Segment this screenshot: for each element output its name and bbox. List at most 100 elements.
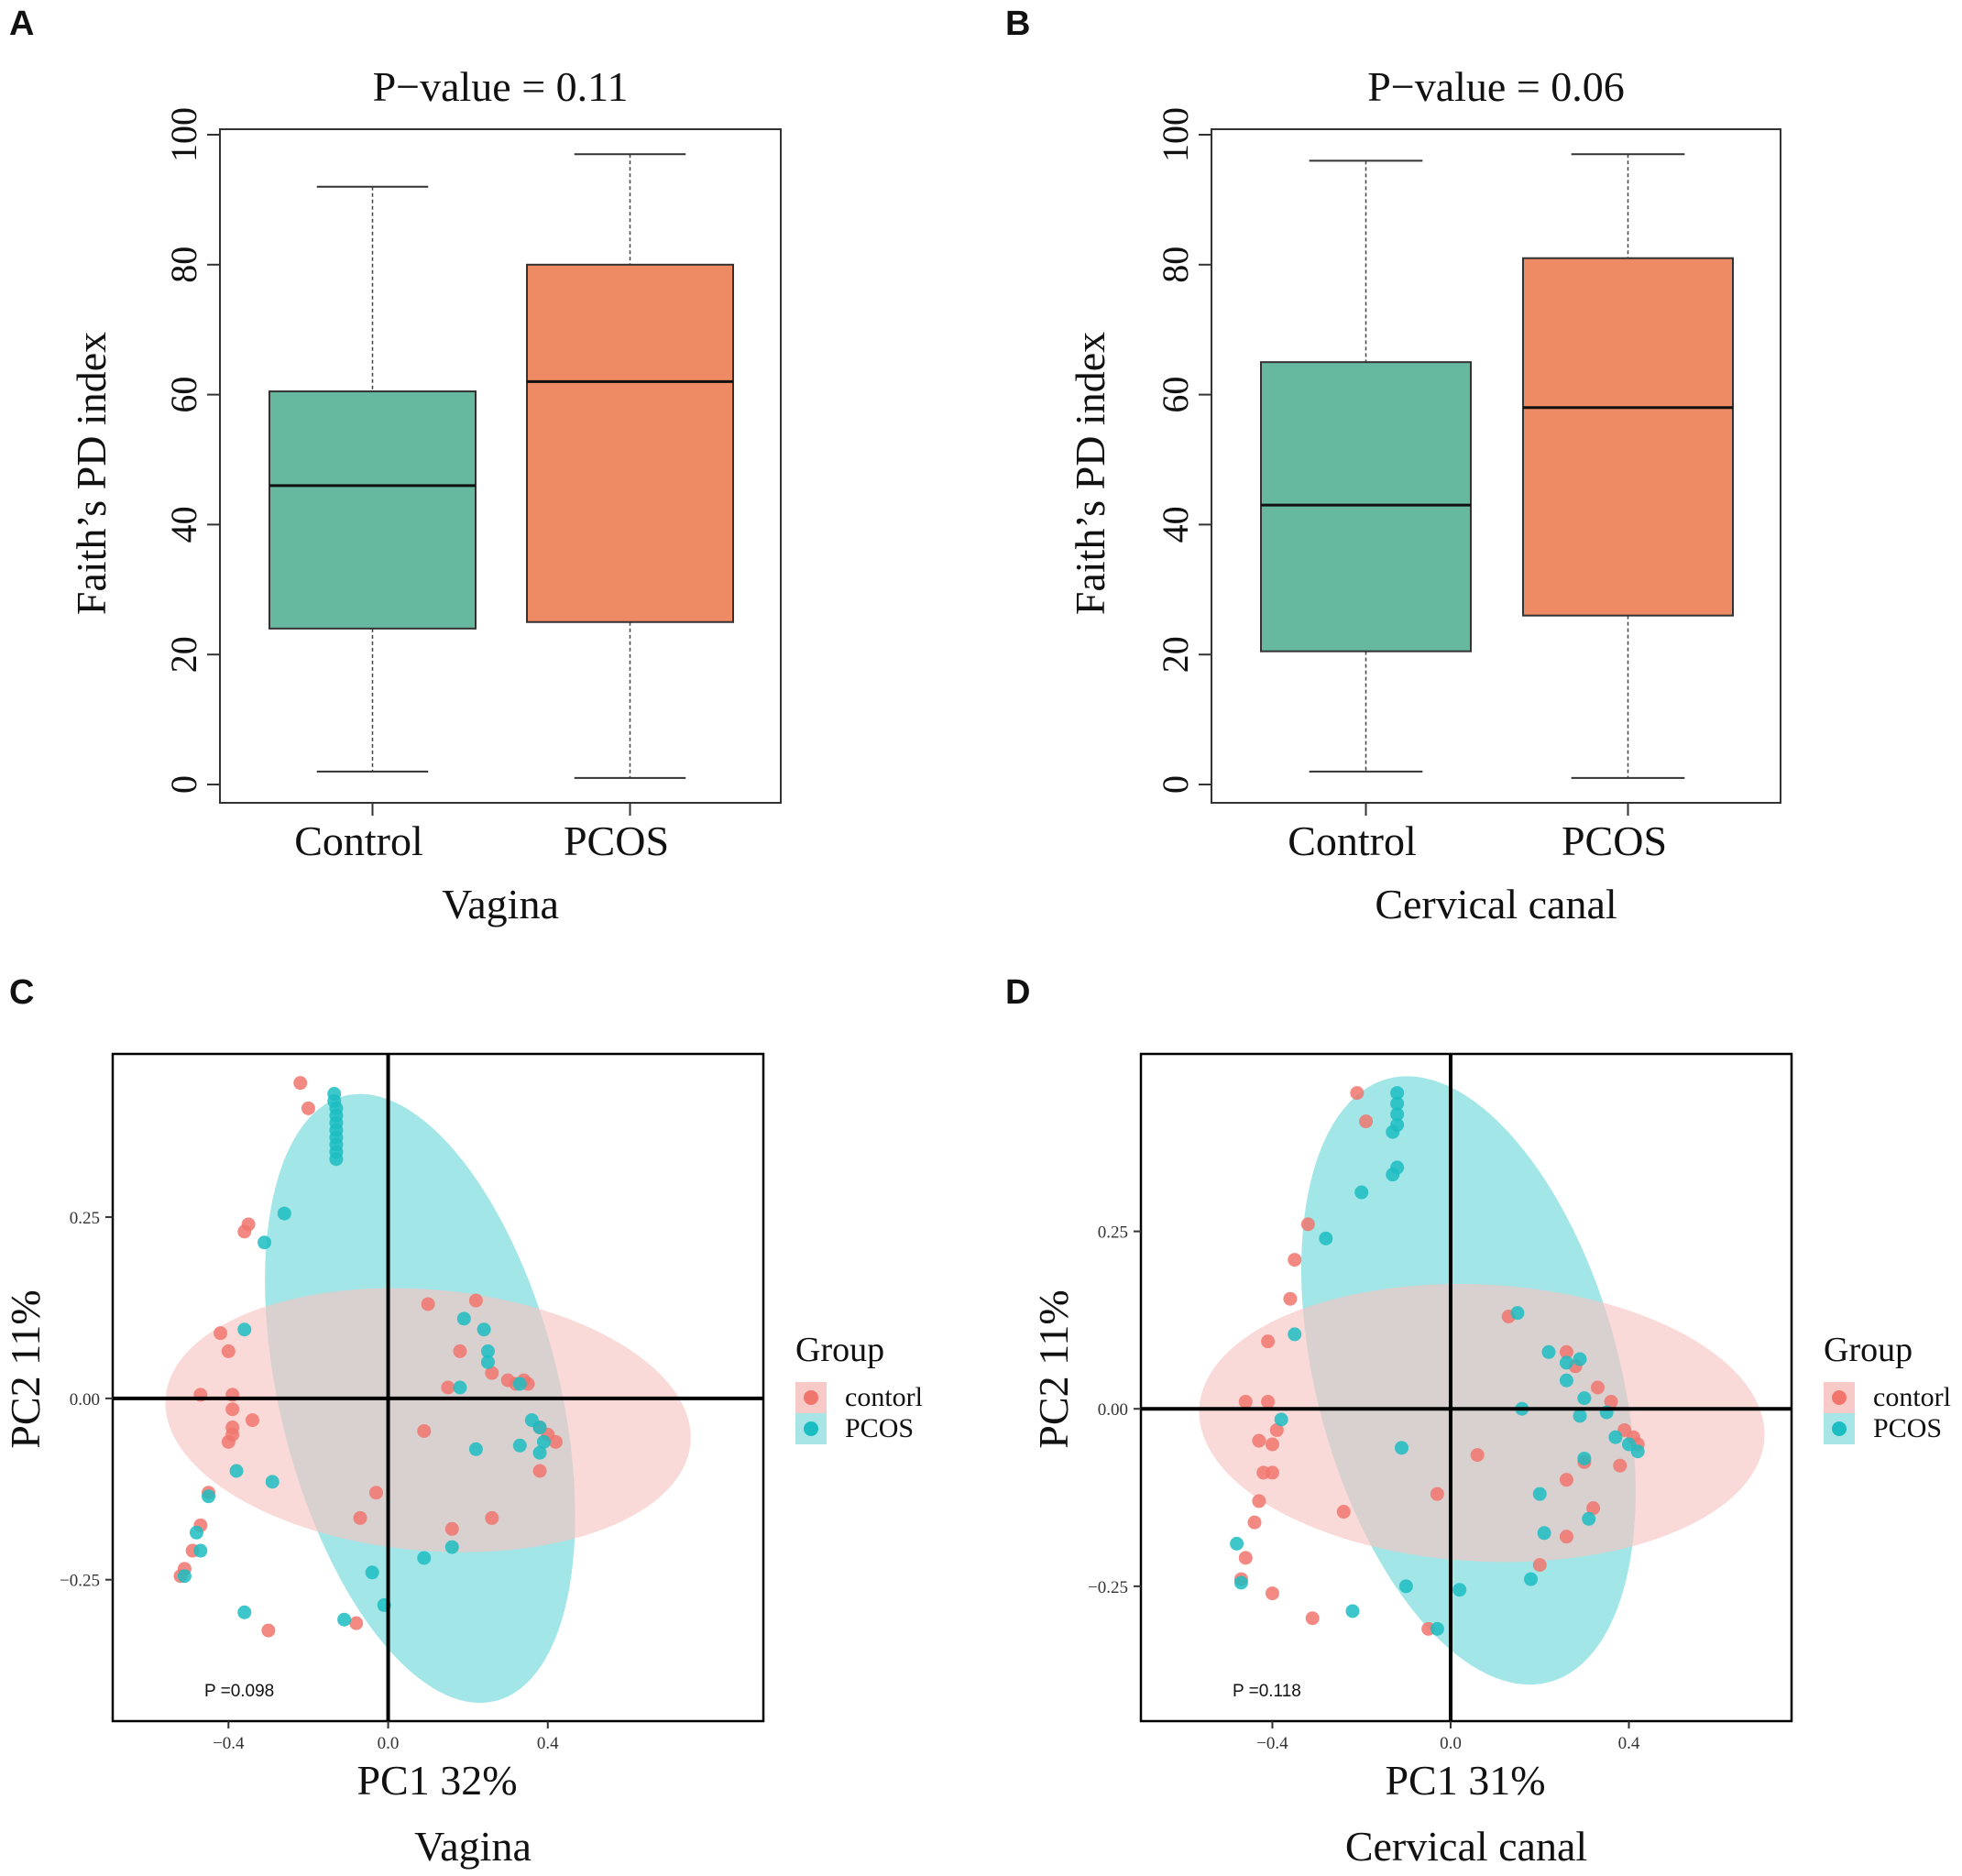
point-contorl [1252,1494,1266,1508]
point-contorl [1265,1586,1279,1601]
point-pcos [468,1442,483,1456]
point-contorl [1256,1465,1271,1480]
point-contorl [1265,1437,1279,1452]
series-pcos [1230,1086,1645,1636]
point-pcos [1573,1352,1587,1366]
point-pcos [1319,1231,1333,1245]
plot-title: P−value = 0.06 [1367,63,1625,110]
y-axis-label: PC2 11% [2,1289,49,1448]
panel-label-d: D [1005,973,1030,1012]
legend-label-pcos: PCOS [1873,1413,1942,1443]
panel-label-b: B [1005,5,1030,43]
box-pcos [526,153,734,779]
point-pcos [1394,1441,1408,1455]
x-tick-label: 0.0 [1440,1734,1462,1753]
point-pcos [512,1377,527,1391]
y-tick-label: 20 [1155,636,1196,673]
point-contorl [1238,1551,1253,1565]
x-axis-label: PC1 31% [1385,1757,1545,1804]
y-tick-label: 80 [163,247,204,283]
box-pcos [1522,153,1734,779]
x-tick-label: −0.4 [213,1734,245,1753]
point-pcos [237,1322,252,1337]
point-pcos [193,1543,208,1558]
boxplot-panel-b: P−value = 0.06 0 20 40 60 80 100 Faith’s PD ind… [1067,63,1781,927]
y-tick-label: 20 [163,636,204,673]
box-control [1260,159,1472,773]
box-iqr [1522,257,1734,617]
point-pcos [1390,1096,1405,1111]
point-pcos [1582,1511,1596,1526]
point-pcos [532,1445,547,1460]
point-contorl [421,1297,435,1311]
point-contorl [1300,1217,1315,1232]
y-tick-label: 100 [163,107,204,162]
point-contorl [1590,1380,1605,1395]
point-pcos [456,1311,471,1326]
point-pcos [1386,1168,1400,1182]
point-pcos [337,1612,352,1627]
y-tick-label: 0.25 [70,1209,100,1228]
point-pcos [1398,1579,1413,1594]
point-contorl [214,1326,228,1341]
point-pcos [177,1569,192,1584]
point-contorl [1559,1344,1573,1359]
point-contorl [368,1486,383,1500]
point-pcos [189,1525,203,1540]
point-contorl [1604,1394,1618,1409]
boxplot-panel-a: P−value = 0.11 0 20 40 60 80 100 Faith’s PD ind… [68,63,782,927]
point-pcos [1430,1621,1444,1636]
p-value-annotation: P =0.118 [1233,1682,1301,1701]
point-pcos [417,1551,432,1565]
point-pcos [1559,1373,1573,1388]
point-pcos [329,1152,344,1167]
box-iqr [526,263,734,623]
x-tick-label: PCOS [564,817,669,864]
x-axis-label: Cervical canal [1375,881,1617,927]
legend-marker-pcos [804,1421,818,1436]
legend-label-contorl: contorl [845,1382,923,1412]
y-axis-label: Faith’s PD index [68,332,115,615]
point-pcos [1537,1526,1551,1541]
p-value-annotation: P =0.098 [204,1682,274,1701]
plot-title: P−value = 0.11 [373,63,629,110]
y-tick-label: −0.25 [60,1572,100,1591]
point-pcos [477,1322,491,1337]
y-tick-label: 0.00 [70,1390,100,1410]
pca-panel-c: −0.4 0.0 0.4 −0.25 0.00 0.25 P =0.098 PC1 32% PC… [2,1052,923,1870]
point-contorl [1336,1505,1351,1519]
pca-panel-d: −0.4 0.0 0.4 −0.25 0.00 0.25 P =0.118 PC1 31% PC… [1030,1052,1951,1870]
point-contorl [245,1413,259,1428]
point-pcos [1573,1409,1587,1423]
series-pcos [177,1087,551,1627]
legend-marker-contorl [804,1390,818,1405]
point-pcos [1559,1355,1573,1370]
point-pcos [480,1344,495,1358]
point-contorl [1586,1501,1601,1516]
ellipse-contorl [1199,1284,1765,1563]
point-pcos [1274,1412,1288,1427]
point-contorl [1269,1422,1284,1437]
y-tick-label: 40 [163,506,204,543]
subtitle: Vagina [414,1823,532,1870]
subtitle: Cervical canal [1345,1823,1587,1870]
point-pcos [453,1380,467,1395]
point-pcos [1390,1107,1405,1122]
x-tick-label: Control [1288,817,1417,864]
point-contorl [1350,1086,1365,1101]
point-contorl [485,1510,499,1525]
ellipse-contorl [165,1288,691,1552]
box-iqr [269,390,477,630]
point-contorl [1238,1394,1253,1409]
point-contorl [1559,1473,1573,1487]
point-contorl [468,1293,483,1308]
x-tick-label: PCOS [1562,817,1667,864]
point-pcos [277,1206,291,1221]
x-axis-label: Vagina [442,881,559,927]
legend-title: Group [795,1331,884,1369]
point-pcos [444,1540,459,1554]
point-contorl [532,1464,547,1478]
point-contorl [301,1101,315,1115]
point-contorl [1470,1448,1485,1463]
